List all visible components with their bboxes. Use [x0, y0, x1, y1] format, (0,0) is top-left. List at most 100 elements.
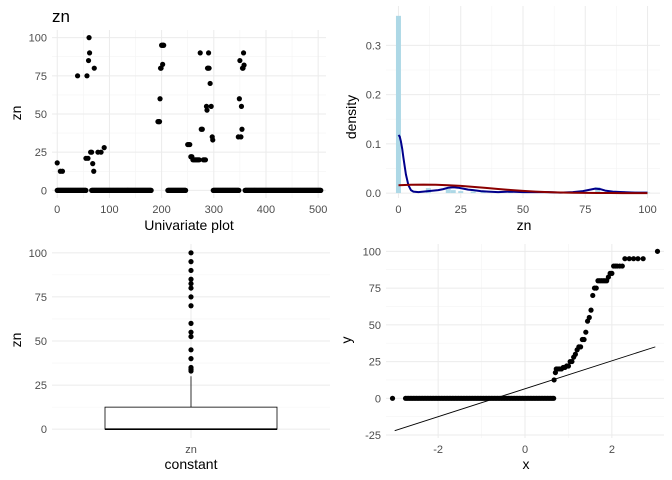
outliers — [188, 250, 194, 374]
data-points — [389, 248, 661, 401]
data-point — [160, 61, 166, 67]
outlier-point — [188, 333, 194, 340]
y-tick-label: 75 — [35, 292, 47, 304]
data-point — [183, 187, 189, 193]
x-tick-label: -2 — [433, 444, 443, 456]
x-tick-label: 50 — [517, 204, 529, 216]
data-point — [569, 358, 575, 365]
data-point — [91, 168, 97, 174]
data-point — [581, 336, 587, 343]
data-point — [54, 160, 60, 166]
outlier-point — [188, 329, 194, 335]
data-point — [202, 157, 209, 163]
data-point — [199, 126, 205, 132]
y-axis-title: y — [338, 337, 354, 344]
reference-line — [394, 346, 656, 432]
y-tick-label: 0.3 — [366, 40, 381, 52]
data-point — [241, 62, 247, 68]
outlier-point — [188, 294, 194, 300]
data-point — [240, 50, 247, 56]
x-axis-title: Univariate plot — [144, 217, 234, 233]
data-point — [206, 65, 212, 71]
data-point — [583, 329, 589, 335]
data-point — [210, 137, 216, 143]
data-point — [236, 187, 242, 193]
y-tick-label: 0 — [41, 185, 47, 197]
data-point — [187, 141, 193, 148]
univariate-scatter-panel: 0 25 50 75 100 0 100 200 300 400 500 zn zn Univariate… — [8, 7, 327, 233]
histogram-bar — [458, 191, 464, 194]
grid — [386, 244, 664, 438]
data-point — [86, 50, 93, 56]
data-point — [85, 57, 92, 64]
outlier-point — [188, 267, 194, 274]
x-tick-label: 25 — [455, 204, 467, 216]
data-point — [203, 103, 210, 109]
data-point — [86, 35, 92, 41]
outlier-point — [188, 347, 194, 353]
data-point — [156, 119, 163, 125]
x-axis-title: zn — [517, 217, 532, 233]
x-tick-label: 2 — [609, 444, 615, 456]
data-point — [101, 145, 107, 151]
outlier-point — [188, 250, 194, 256]
data-point — [654, 248, 661, 254]
y-axis-title: zn — [8, 333, 24, 348]
data-point — [635, 256, 641, 262]
x-tick-label: 0 — [54, 204, 60, 216]
y-tick-label: 50 — [369, 320, 381, 332]
x-tick-label: 500 — [309, 204, 327, 216]
data-point — [208, 103, 214, 109]
x-axis-title: constant — [165, 456, 218, 472]
y-tick-label: 50 — [35, 109, 47, 121]
data-point — [622, 256, 628, 262]
data-point — [197, 50, 203, 56]
data-point — [238, 134, 244, 140]
histogram-bar — [595, 187, 601, 194]
data-point — [85, 155, 91, 161]
y-tick-label: 25 — [35, 380, 47, 392]
normal-density-line — [398, 183, 648, 195]
data-point — [90, 161, 96, 167]
data-point — [59, 168, 66, 174]
y-tick-label: 75 — [369, 283, 381, 295]
data-point — [565, 363, 572, 369]
outlier-point — [188, 303, 194, 309]
outlier-point — [188, 259, 194, 265]
outlier-point — [188, 320, 194, 326]
data-point — [204, 107, 210, 113]
x-tick-label: 0 — [522, 444, 528, 456]
data-point — [91, 65, 97, 71]
y-tick-label: 0.0 — [366, 188, 381, 200]
data-point — [626, 256, 632, 262]
histogram-bar — [480, 191, 486, 194]
y-tick-label: 100 — [29, 33, 47, 45]
x-tick-label: zn — [185, 444, 197, 456]
y-axis-title: zn — [8, 106, 24, 121]
data-point — [640, 256, 646, 262]
x-tick-label: 200 — [152, 204, 170, 216]
data-point — [619, 263, 625, 269]
data-point — [74, 73, 81, 79]
y-tick-label: 0 — [41, 424, 47, 436]
x-tick-label: 100 — [100, 204, 118, 216]
data-point — [84, 73, 90, 79]
y-tick-label: -25 — [365, 430, 381, 442]
data-point — [572, 351, 578, 357]
density-panel: 0.0 0.1 0.2 0.3 0 25 50 75 100 density zn — [343, 6, 660, 233]
data-points — [54, 35, 324, 193]
data-point — [586, 314, 592, 321]
y-axis-title: density — [343, 95, 359, 139]
x-tick-label: 300 — [205, 204, 223, 216]
data-point — [609, 270, 615, 276]
data-point — [205, 50, 212, 56]
x-tick-label: 0 — [395, 204, 401, 216]
data-point — [237, 57, 243, 64]
qq-panel: -25 0 25 50 75 100 -2 0 2 y x — [338, 244, 664, 472]
data-point — [389, 395, 396, 401]
data-point — [236, 96, 242, 102]
outlier-point — [188, 276, 194, 282]
y-tick-label: 25 — [369, 357, 381, 369]
